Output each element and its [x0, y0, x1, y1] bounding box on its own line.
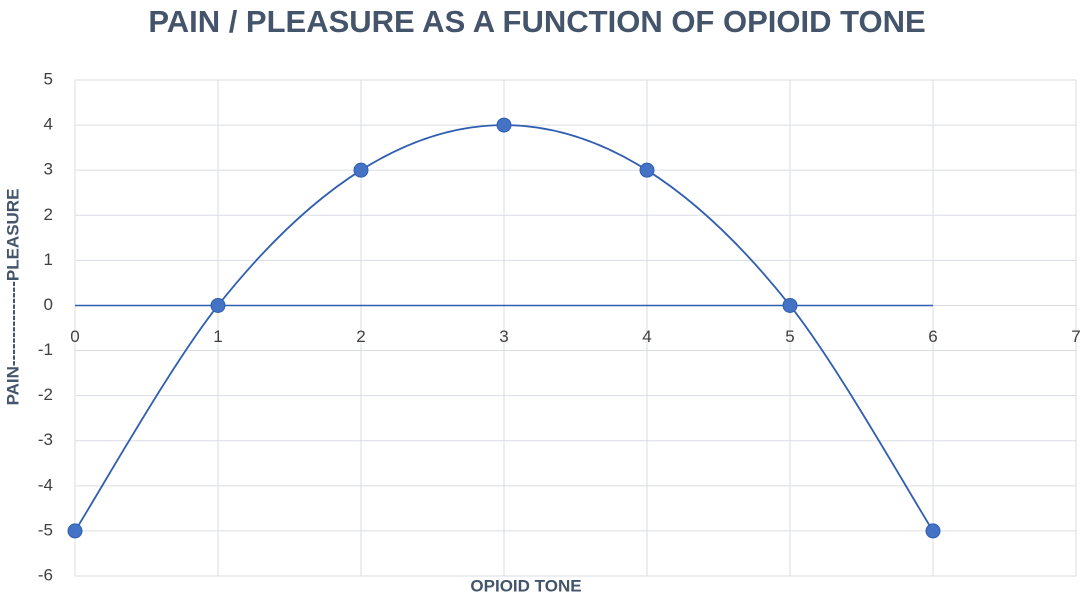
x-tick-label: 1	[213, 327, 222, 346]
point	[67, 523, 83, 539]
point	[353, 162, 369, 178]
x-tick-label: 2	[356, 327, 365, 346]
y-tick-label: 1	[44, 250, 53, 269]
y-tick-label: -6	[38, 565, 53, 584]
y-tick-label: 0	[44, 295, 53, 314]
chart-title: PAIN / PLEASURE AS A FUNCTION OF OPIOID …	[148, 4, 925, 39]
x-tick-label: 4	[642, 327, 651, 346]
x-tick-label: 5	[785, 327, 794, 346]
point	[639, 162, 655, 178]
x-tick-label: 7	[1071, 327, 1080, 346]
y-tick-label: 4	[44, 115, 53, 134]
y-tick-label: -2	[38, 385, 53, 404]
x-tick-label: 6	[928, 327, 937, 346]
y-tick-label: -5	[38, 520, 53, 539]
y-tick-label: -1	[38, 340, 53, 359]
y-tick-label: 2	[44, 205, 53, 224]
y-tick-label: -4	[38, 475, 53, 494]
y-tick-label: -3	[38, 430, 53, 449]
point	[210, 297, 226, 313]
y-tick-label: 5	[44, 69, 53, 88]
x-tick-label: 0	[70, 327, 79, 346]
point	[925, 523, 941, 539]
x-tick-label: 3	[499, 327, 508, 346]
point	[782, 297, 798, 313]
y-tick-label: 3	[44, 160, 53, 179]
y-axis-label: PAIN---------------PLEASURE	[3, 189, 22, 406]
x-axis-label: OPIOID TONE	[470, 576, 581, 595]
point	[496, 117, 512, 133]
